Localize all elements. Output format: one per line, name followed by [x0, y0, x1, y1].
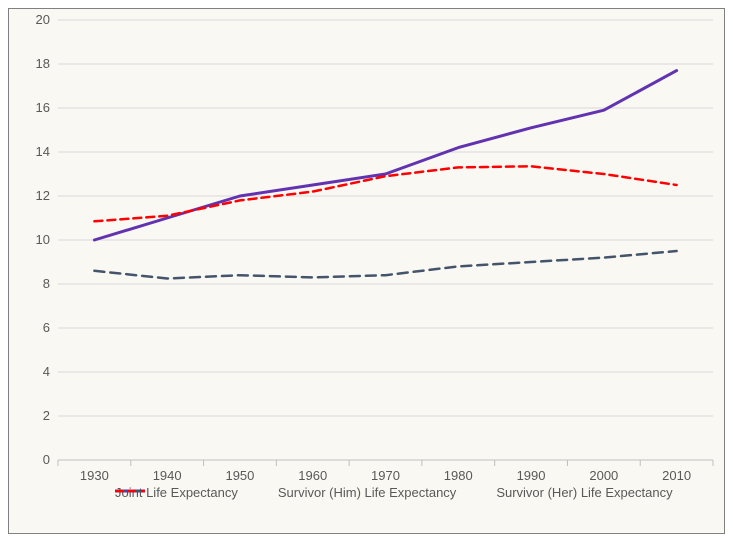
- legend-item: Survivor (Her) Life Expectancy: [496, 485, 672, 500]
- y-tick-label: 6: [43, 320, 50, 335]
- x-tick-label: 1930: [74, 468, 114, 483]
- legend-label: Survivor (Her) Life Expectancy: [496, 485, 672, 500]
- y-tick-label: 2: [43, 408, 50, 423]
- legend-swatch: [115, 485, 145, 497]
- series-line: [94, 71, 676, 240]
- x-tick-label: 1980: [438, 468, 478, 483]
- y-tick-label: 10: [36, 232, 50, 247]
- y-tick-label: 8: [43, 276, 50, 291]
- y-tick-label: 0: [43, 452, 50, 467]
- x-tick-label: 2010: [657, 468, 697, 483]
- series-line: [94, 251, 676, 279]
- legend-item: Survivor (Him) Life Expectancy: [278, 485, 456, 500]
- y-tick-label: 14: [36, 144, 50, 159]
- x-tick-label: 1970: [366, 468, 406, 483]
- x-tick-label: 1960: [293, 468, 333, 483]
- y-tick-label: 4: [43, 364, 50, 379]
- x-tick-label: 1950: [220, 468, 260, 483]
- legend-label: Survivor (Him) Life Expectancy: [278, 485, 456, 500]
- y-tick-label: 16: [36, 100, 50, 115]
- y-tick-label: 18: [36, 56, 50, 71]
- chart-container: 0 2 4 6 8 10 12 14 16 18 20 1930 1940 1950 1960 1970 19…: [0, 0, 733, 542]
- x-tick-label: 1940: [147, 468, 187, 483]
- legend: Joint Life ExpectancySurvivor (Him) Life…: [115, 485, 730, 508]
- chart-svg: [0, 0, 733, 542]
- x-tick-label: 1990: [511, 468, 551, 483]
- x-tick-label: 2000: [584, 468, 624, 483]
- y-tick-label: 12: [36, 188, 50, 203]
- y-tick-label: 20: [36, 12, 50, 27]
